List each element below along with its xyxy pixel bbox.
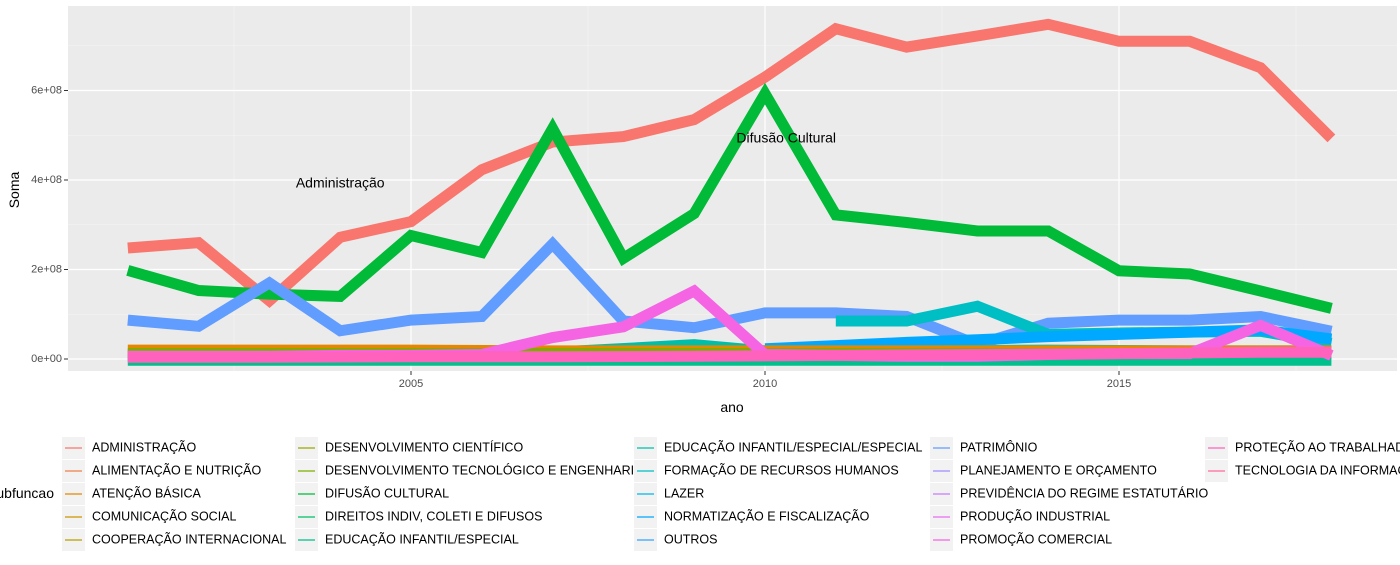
legend-label: PREVIDÊNCIA DO REGIME ESTATUTÁRIO [960,485,1208,500]
legend-label: COOPERAÇÃO INTERNACIONAL [92,532,287,546]
series-line-1 [127,18,1336,309]
legend-label: DESENVOLVIMENTO TECNOLÓGICO E ENGENHARIA [325,462,643,477]
legend-label: PROTEÇÃO AO TRABALHADOR [1235,440,1400,454]
x-tick-label: 2015 [1107,378,1131,390]
legend-label: EDUCAÇÃO INFANTIL/ESPECIAL [325,532,519,546]
y-tick-label: 4e+08 [31,174,62,186]
x-axis: 2005 2010 2015 [399,371,1131,390]
panel-background [68,6,1397,371]
y-tick-label: 6e+08 [31,84,62,96]
legend-label: PATRIMÔNIO [960,439,1038,454]
legend-label: COMUNICAÇÃO SOCIAL [92,509,237,523]
legend: ADMINISTRAÇÃO ALIMENTAÇÃO E NUTRIÇÃO ATENÇ… [62,437,1400,551]
legend-label: PROMOÇÃO COMERCIAL [960,532,1112,546]
series-line-11 [127,346,1332,363]
y-tick-label: 2e+08 [31,263,62,275]
legend-title: subfuncao [0,485,54,501]
y-axis-title: Soma [6,172,22,209]
x-tick-label: 2010 [753,378,777,390]
legend-label: PLANEJAMENTO E ORÇAMENTO [960,463,1157,477]
x-tick-label: 2005 [399,378,423,390]
y-axis: 0e+00 2e+08 4e+08 6e+08 [31,84,68,365]
legend-label: DIFUSÃO CULTURAL [325,486,449,500]
legend-label: DIREITOS INDIV, COLETI E DIFUSOS [325,509,542,523]
x-axis-title: ano [720,399,744,415]
legend-label: PRODUÇÃO INDUSTRIAL [960,509,1110,523]
legend-label: ALIMENTAÇÃO E NUTRIÇÃO [92,463,262,477]
series-layer [126,18,1336,366]
legend-label: ATENÇÃO BÁSICA [92,485,201,500]
legend-label: NORMATIZAÇÃO E FISCALIZAÇÃO [664,509,870,523]
annotation-label: Administração [296,174,385,190]
y-tick-label: 0e+00 [31,353,62,365]
series-line-2 [126,82,1333,314]
legend-label: DESENVOLVIMENTO CIENTÍFICO [325,439,523,454]
legend-label: TECNOLOGIA DA INFORMAÇÃO [1235,463,1400,477]
legend-label: LAZER [664,486,704,500]
annotation-label: Difusão Cultural [736,130,836,146]
legend-label: EDUCAÇÃO INFANTIL/ESPECIAL/ESPECIAL [664,440,922,454]
legend-label: OUTROS [664,532,717,546]
legend-label: FORMAÇÃO DE RECURSOS HUMANOS [664,463,899,477]
legend-label: ADMINISTRAÇÃO [92,440,196,454]
annotation-layer: Administração Difusão Cultural [296,130,836,191]
